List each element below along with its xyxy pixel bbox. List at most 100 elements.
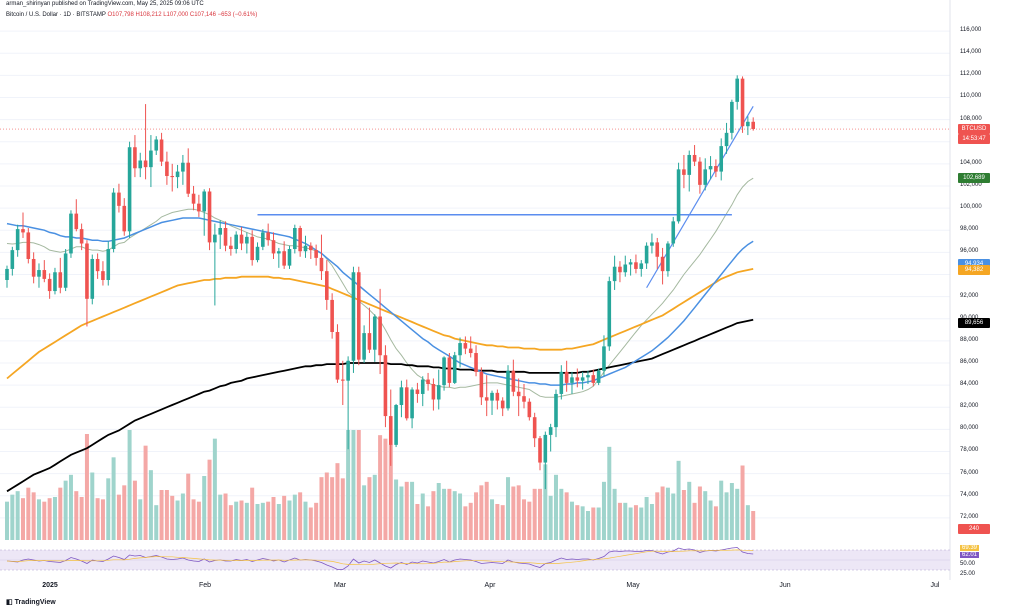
candle-body	[559, 371, 564, 394]
volume-bar	[569, 501, 574, 540]
ohlc-readout: O107,798 H108,212 L107,000 C107,146 −653…	[107, 12, 258, 18]
candle-body	[655, 242, 660, 257]
volume-bar	[372, 474, 377, 540]
volume-bar	[287, 500, 292, 540]
candle	[111, 188, 116, 253]
candle	[106, 241, 111, 286]
volume-bar	[522, 499, 527, 540]
volume-bar	[692, 502, 697, 540]
volume-bar	[719, 480, 724, 540]
candle-body	[751, 121, 755, 130]
volume-bar	[644, 497, 649, 540]
candle-body	[149, 150, 153, 168]
volume-bar	[447, 488, 452, 540]
candle	[484, 375, 489, 417]
candle	[538, 436, 542, 471]
volume-bar	[399, 486, 404, 540]
volume-bar	[596, 507, 601, 540]
volume-bar	[367, 477, 372, 540]
volume-bar	[394, 479, 399, 540]
volume-bar	[52, 497, 57, 540]
candle-body	[634, 262, 638, 269]
volume-bar	[511, 486, 516, 540]
volume-bar	[154, 505, 159, 540]
rsi-signal-line	[6, 549, 754, 566]
candle	[618, 261, 622, 283]
volume-bar	[383, 438, 388, 540]
candle	[218, 220, 222, 250]
candle	[165, 151, 169, 185]
candle-body	[207, 191, 212, 243]
candle-body	[602, 346, 606, 371]
volume-bar	[132, 480, 137, 540]
candle-body	[79, 229, 84, 244]
candle-body	[511, 370, 516, 392]
volume-bar	[79, 497, 84, 540]
y-tick-label: 74,000	[960, 491, 979, 498]
candle	[447, 353, 452, 388]
tradingview-logo: ◧ TradingView	[6, 598, 56, 606]
candle	[85, 240, 89, 327]
candle-body	[548, 427, 553, 435]
volume-bar	[175, 500, 180, 540]
candle	[117, 183, 121, 213]
candle-body	[724, 132, 729, 147]
candle-body	[58, 272, 63, 288]
candle-body	[666, 243, 670, 272]
volume-bar	[676, 460, 681, 540]
volume-bar	[442, 488, 447, 540]
candle-body	[618, 266, 622, 273]
candle	[660, 247, 665, 285]
volume-bar	[500, 505, 505, 540]
y-tick-label: 82,000	[960, 403, 979, 410]
volume-bar	[713, 506, 718, 540]
volume-bar	[660, 486, 665, 540]
candle	[47, 273, 52, 299]
volume-bar	[591, 507, 596, 540]
candle	[420, 376, 425, 407]
candle-body	[229, 245, 233, 250]
candle	[586, 370, 590, 384]
candle	[319, 234, 324, 280]
candle-body	[452, 355, 457, 383]
candle	[287, 245, 292, 269]
candle-body	[719, 146, 724, 172]
symbol-title[interactable]: Bitcoin / U.S. Dollar · 1D · BITSTAMP	[6, 12, 106, 18]
volume-bar	[516, 485, 521, 540]
y-tick-label: 92,000	[960, 292, 979, 299]
volume-bar	[218, 494, 223, 540]
candle-body	[431, 384, 436, 400]
y-tick-label: 80,000	[960, 425, 979, 432]
candle-body	[319, 257, 324, 272]
candle-body	[394, 405, 398, 445]
candle-body	[197, 203, 201, 212]
candle	[122, 198, 127, 236]
candle-body	[708, 166, 713, 170]
volume-bar	[335, 463, 340, 540]
candle-body	[5, 268, 9, 280]
volume-bar	[186, 473, 191, 540]
candle-body	[532, 417, 537, 439]
candle-body	[522, 396, 526, 402]
candle-body	[490, 392, 494, 401]
candle-body	[660, 256, 665, 272]
countdown-badge: 14:53:47	[958, 134, 990, 145]
volume-bar	[751, 511, 756, 540]
candle-body	[500, 400, 505, 409]
candle-body	[266, 232, 270, 241]
volume-bar	[697, 486, 702, 540]
candle	[426, 372, 430, 391]
volume-bar	[639, 507, 644, 540]
price-badge: 94,382	[958, 265, 990, 276]
candle	[522, 384, 526, 409]
volume-bar	[90, 472, 95, 540]
candle-body	[740, 78, 745, 127]
volume-bar	[239, 500, 244, 540]
candle	[479, 367, 484, 406]
candle	[271, 232, 276, 259]
candle	[362, 325, 366, 363]
volume-bar	[479, 485, 484, 540]
volume-bar	[404, 481, 409, 540]
candle-body	[399, 387, 404, 406]
